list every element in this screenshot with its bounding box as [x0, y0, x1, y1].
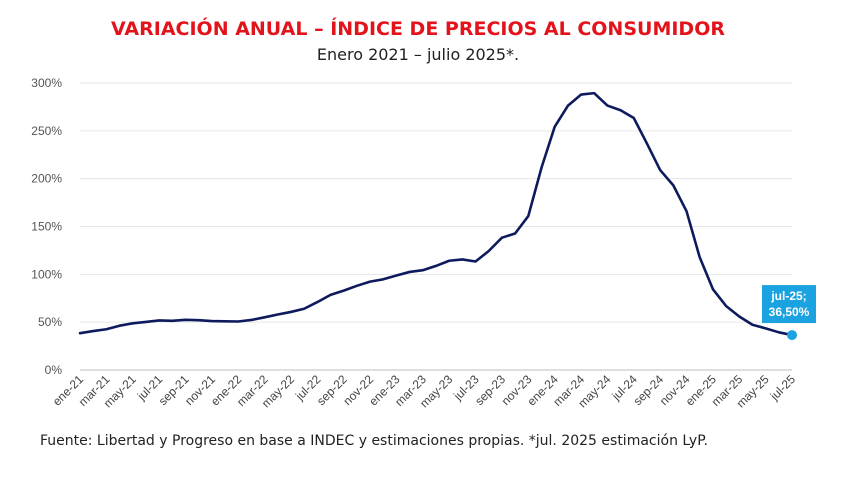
y-tick-label: 100%	[31, 267, 62, 281]
last-point-annotation: jul-25; 36,50%	[762, 285, 816, 341]
last-point-marker	[787, 330, 797, 341]
y-tick-label: 250%	[31, 124, 62, 138]
chart-title: VARIACIÓN ANUAL – ÍNDICE DE PRECIOS AL C…	[111, 18, 725, 40]
y-tick-label: 50%	[38, 315, 62, 329]
y-tick-label: 0%	[45, 363, 63, 377]
annotation-label-line1: jul-25;	[770, 289, 806, 303]
source-note: Fuente: Libertad y Progreso en base a IN…	[40, 433, 708, 449]
annotation-label-line2: 36,50%	[769, 305, 810, 319]
annotation-label-box	[762, 285, 816, 324]
y-tick-label: 200%	[31, 172, 62, 186]
x-axis-ticks: ene-21mar-21may-21jul-21sep-21nov-21ene-…	[50, 372, 799, 410]
chart-subtitle: Enero 2021 – julio 2025*.	[316, 45, 520, 64]
y-tick-label: 300%	[31, 76, 62, 90]
x-tick-label: jul-25	[767, 372, 799, 404]
grid-lines	[80, 82, 792, 323]
y-tick-label: 150%	[31, 220, 62, 234]
series-line	[78, 91, 794, 337]
y-axis-ticks: 0% 50% 100% 150% 200% 250% 300%	[31, 76, 62, 377]
